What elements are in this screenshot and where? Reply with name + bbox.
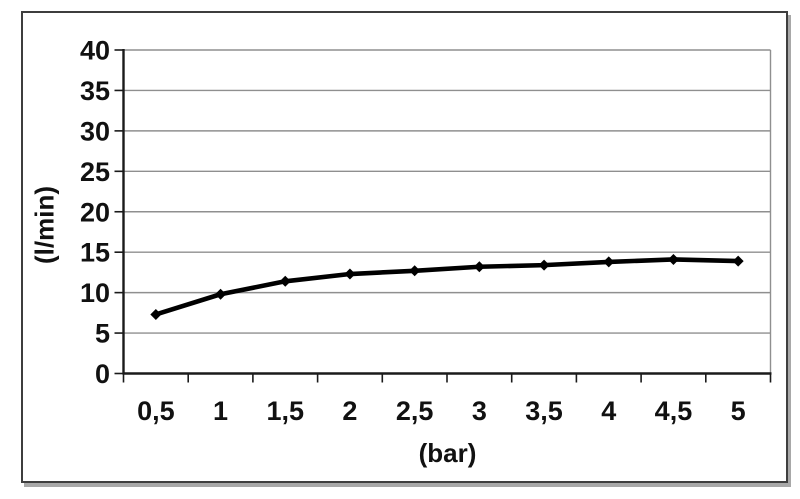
x-tick-label: 0,5 (137, 396, 175, 426)
x-tick-label: 1 (213, 396, 228, 426)
data-point-marker (150, 308, 162, 320)
y-axis-title: (l/min) (29, 186, 60, 264)
data-point-marker (603, 256, 615, 268)
data-point-marker (344, 268, 356, 280)
y-tick-label: 20 (80, 197, 110, 227)
x-tick-label: 3 (472, 396, 487, 426)
data-point-marker (732, 255, 744, 267)
x-tick-label: 3,5 (525, 396, 563, 426)
y-tick-label: 25 (80, 157, 110, 187)
y-tick-label: 0 (95, 359, 110, 389)
axis-ticks (114, 49, 772, 383)
data-point-marker (279, 275, 291, 287)
axes (122, 49, 772, 375)
y-tick-labels: 0 5 10 15 20 25 30 35 40 (80, 36, 110, 390)
data-point-marker (215, 288, 227, 300)
y-tick-label: 35 (80, 76, 110, 106)
x-tick-label: 2,5 (396, 396, 434, 426)
x-tick-labels: 0,5 1 1,5 2 2,5 3 3,5 4 4,5 5 (137, 396, 746, 426)
y-tick-label: 10 (80, 278, 110, 308)
y-tick-label: 15 (80, 238, 110, 268)
x-tick-label: 2 (342, 396, 357, 426)
y-tick-label: 30 (80, 116, 110, 146)
data-point-marker (473, 261, 485, 273)
x-tick-label: 5 (731, 396, 746, 426)
series-line-flow-rate (153, 257, 741, 317)
series-markers-flow-rate (150, 253, 744, 320)
y-tick-label: 5 (95, 319, 110, 349)
data-point-marker (409, 265, 421, 277)
data-point-marker (667, 253, 679, 265)
data-point-marker (538, 259, 550, 271)
chart-frame (21, 11, 788, 483)
y-gridlines (123, 49, 772, 374)
x-tick-label: 4,5 (655, 396, 693, 426)
y-tick-label: 40 (80, 36, 110, 66)
x-tick-label: 4 (601, 396, 616, 426)
x-tick-label: 1,5 (266, 396, 304, 426)
x-axis-title: (bar) (418, 438, 477, 468)
